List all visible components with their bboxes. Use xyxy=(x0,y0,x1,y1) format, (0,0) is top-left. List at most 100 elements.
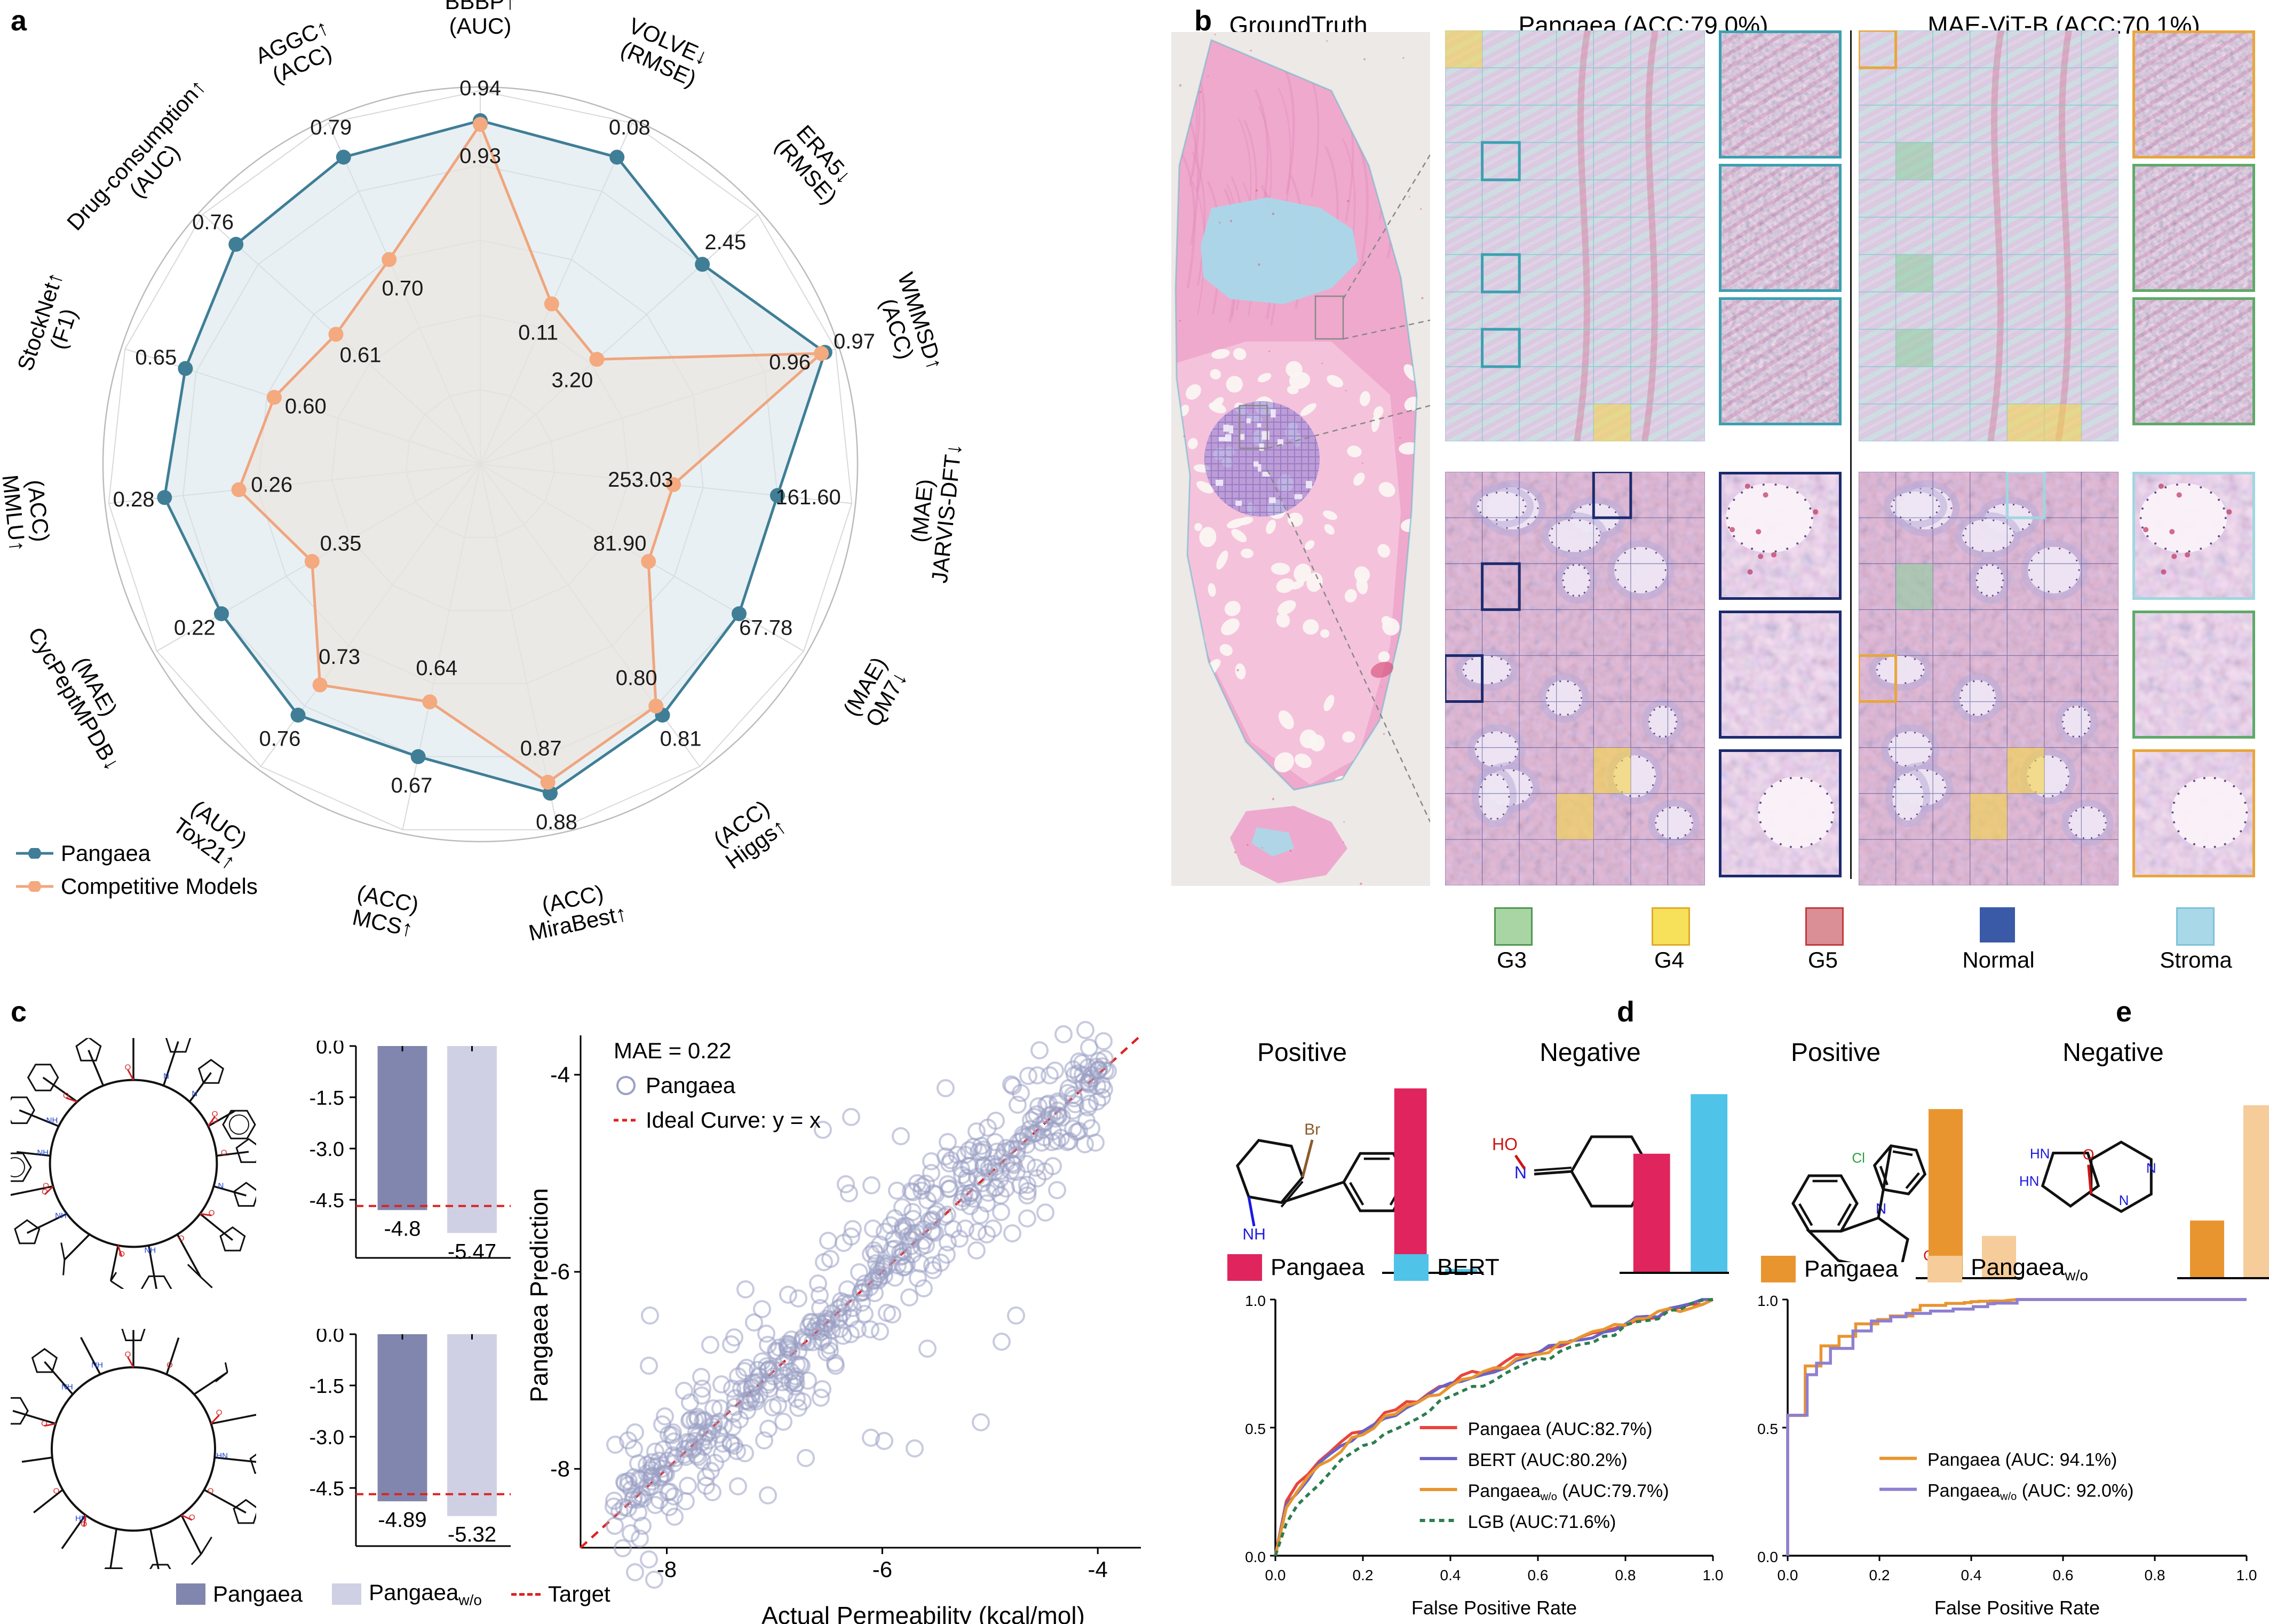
svg-text:O: O xyxy=(63,1091,69,1100)
svg-text:O: O xyxy=(53,1487,60,1496)
svg-text:0.0: 0.0 xyxy=(1245,1549,1266,1565)
svg-text:O: O xyxy=(209,1209,215,1218)
svg-text:67.78: 67.78 xyxy=(739,616,792,640)
svg-text:(AUC): (AUC) xyxy=(449,13,512,38)
svg-text:Cl: Cl xyxy=(1852,1150,1865,1166)
svg-text:O: O xyxy=(2083,1146,2095,1163)
svg-text:0.61: 0.61 xyxy=(340,343,382,367)
svg-text:1.0: 1.0 xyxy=(1245,1293,1266,1309)
svg-text:0.81: 0.81 xyxy=(660,727,702,751)
svg-text:1.0: 1.0 xyxy=(2236,1567,2257,1583)
svg-text:0.0: 0.0 xyxy=(1757,1549,1778,1565)
svg-text:-3.0: -3.0 xyxy=(310,1427,344,1449)
svg-text:O: O xyxy=(189,1513,195,1522)
svg-text:0.5: 0.5 xyxy=(1245,1421,1266,1437)
svg-text:0.73: 0.73 xyxy=(319,645,360,669)
svg-text:O: O xyxy=(178,1234,185,1243)
svg-text:0.6: 0.6 xyxy=(1528,1567,1549,1583)
svg-text:LGB (AUC:71.6%): LGB (AUC:71.6%) xyxy=(1468,1512,1616,1532)
svg-text:3.20: 3.20 xyxy=(551,368,593,392)
svg-text:BBBP↑: BBBP↑ xyxy=(445,0,515,14)
svg-text:0.76: 0.76 xyxy=(192,211,234,234)
svg-text:0.11: 0.11 xyxy=(518,321,558,345)
svg-text:NH: NH xyxy=(91,1360,103,1369)
svg-text:Drug-consumption↑: Drug-consumption↑ xyxy=(62,74,211,235)
svg-text:0.6: 0.6 xyxy=(2053,1567,2074,1583)
svg-text:0.0: 0.0 xyxy=(1265,1567,1286,1583)
svg-text:-4: -4 xyxy=(1088,1557,1108,1582)
svg-text:-4.8: -4.8 xyxy=(384,1217,421,1240)
svg-text:O: O xyxy=(42,1187,48,1197)
svg-text:0.93: 0.93 xyxy=(459,145,501,168)
svg-text:2.45: 2.45 xyxy=(704,231,746,254)
svg-text:NH: NH xyxy=(61,1382,73,1391)
svg-text:0.0: 0.0 xyxy=(316,1041,344,1058)
svg-text:0.0: 0.0 xyxy=(1778,1567,1798,1583)
svg-text:NH: NH xyxy=(46,1116,58,1125)
svg-text:-4.89: -4.89 xyxy=(378,1508,426,1532)
svg-text:-5.47: -5.47 xyxy=(448,1240,496,1263)
svg-text:-1.5: -1.5 xyxy=(310,1087,344,1110)
svg-text:0.35: 0.35 xyxy=(320,532,362,556)
svg-text:O: O xyxy=(118,1250,125,1259)
svg-text:O: O xyxy=(221,1148,227,1157)
svg-text:-5.32: -5.32 xyxy=(448,1523,496,1547)
svg-text:-8: -8 xyxy=(551,1456,570,1481)
svg-text:0.70: 0.70 xyxy=(382,277,423,300)
svg-text:0.0: 0.0 xyxy=(316,1329,344,1346)
svg-text:NH: NH xyxy=(55,1211,67,1221)
svg-text:0.65: 0.65 xyxy=(135,346,177,369)
svg-text:False Positive Rate: False Positive Rate xyxy=(1934,1597,2100,1619)
svg-text:O: O xyxy=(125,1063,131,1072)
svg-text:N: N xyxy=(2146,1160,2156,1176)
svg-text:O: O xyxy=(41,1419,47,1428)
svg-text:0.8: 0.8 xyxy=(2145,1567,2165,1583)
svg-text:Pangaeaw/o (AUC: 92.0%): Pangaeaw/o (AUC: 92.0%) xyxy=(1927,1481,2133,1503)
svg-text:0.76: 0.76 xyxy=(259,727,300,751)
svg-text:0.80: 0.80 xyxy=(616,666,657,690)
svg-text:0.4: 0.4 xyxy=(1961,1567,1982,1583)
svg-text:0.8: 0.8 xyxy=(1615,1567,1636,1583)
svg-text:-4: -4 xyxy=(551,1062,570,1087)
svg-text:161.60: 161.60 xyxy=(775,486,840,509)
svg-text:-6: -6 xyxy=(551,1259,570,1284)
svg-text:0.22: 0.22 xyxy=(174,616,216,640)
svg-text:0.88: 0.88 xyxy=(536,811,577,834)
svg-text:N: N xyxy=(218,1182,224,1191)
svg-text:HN: HN xyxy=(2030,1146,2050,1162)
svg-text:O: O xyxy=(208,1487,214,1496)
svg-text:0.97: 0.97 xyxy=(834,330,875,353)
svg-text:-4.5: -4.5 xyxy=(310,1190,344,1212)
svg-text:BERT (AUC:80.2%): BERT (AUC:80.2%) xyxy=(1468,1450,1628,1470)
svg-text:O: O xyxy=(216,1408,223,1417)
svg-text:-6: -6 xyxy=(872,1557,892,1582)
svg-text:Pangaea (AUC: 94.1%): Pangaea (AUC: 94.1%) xyxy=(1927,1450,2117,1470)
svg-text:1.0: 1.0 xyxy=(1703,1567,1724,1583)
svg-text:0.87: 0.87 xyxy=(520,737,562,760)
svg-text:N: N xyxy=(2119,1192,2129,1208)
svg-text:0.94: 0.94 xyxy=(459,77,501,100)
svg-text:0.28: 0.28 xyxy=(113,488,155,511)
svg-text:Pangaea (AUC:82.7%): Pangaea (AUC:82.7%) xyxy=(1468,1419,1653,1439)
svg-text:0.5: 0.5 xyxy=(1757,1421,1778,1437)
svg-text:0.2: 0.2 xyxy=(1869,1567,1890,1583)
svg-text:-4.5: -4.5 xyxy=(310,1478,344,1500)
svg-text:0.96: 0.96 xyxy=(769,351,811,374)
svg-text:0.4: 0.4 xyxy=(1440,1567,1461,1583)
svg-text:81.90: 81.90 xyxy=(593,532,646,556)
svg-text:HO: HO xyxy=(1492,1135,1518,1154)
svg-text:O: O xyxy=(81,1520,87,1529)
svg-text:-1.5: -1.5 xyxy=(310,1375,344,1398)
svg-text:1.0: 1.0 xyxy=(1757,1293,1778,1309)
svg-text:NH: NH xyxy=(1242,1226,1265,1243)
svg-text:0.26: 0.26 xyxy=(251,473,292,497)
svg-text:Pangaeaw/o (AUC:79.7%): Pangaeaw/o (AUC:79.7%) xyxy=(1468,1481,1669,1503)
svg-text:HN: HN xyxy=(216,1452,228,1461)
svg-text:0.64: 0.64 xyxy=(416,656,457,680)
svg-text:O: O xyxy=(166,1360,173,1369)
svg-text:-3.0: -3.0 xyxy=(310,1138,344,1161)
svg-text:O: O xyxy=(125,1350,131,1359)
svg-text:NH: NH xyxy=(37,1148,49,1157)
svg-text:NH: NH xyxy=(144,1246,156,1255)
svg-text:0.08: 0.08 xyxy=(609,116,650,139)
